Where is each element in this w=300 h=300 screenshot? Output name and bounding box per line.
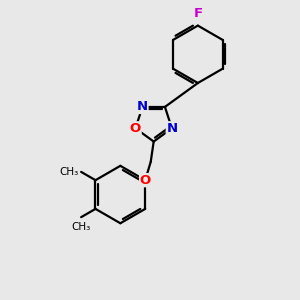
Text: O: O bbox=[130, 122, 141, 135]
Text: N: N bbox=[166, 122, 177, 135]
Text: CH₃: CH₃ bbox=[71, 222, 91, 232]
Text: O: O bbox=[140, 174, 151, 187]
Text: CH₃: CH₃ bbox=[59, 167, 78, 177]
Text: F: F bbox=[193, 7, 203, 20]
Text: N: N bbox=[137, 100, 148, 113]
